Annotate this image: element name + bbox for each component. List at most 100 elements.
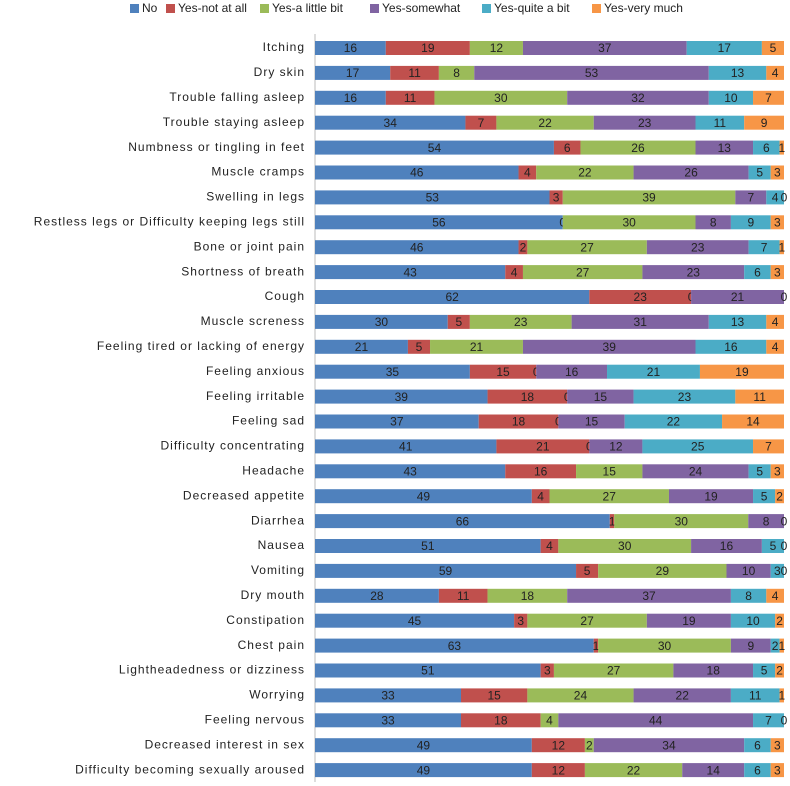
value-label: 4 [772, 589, 779, 603]
bar-segment [315, 389, 488, 404]
bar-segment [744, 265, 771, 280]
value-label: 45 [408, 614, 422, 628]
bar-segment [461, 688, 528, 703]
bar-segment [522, 41, 687, 55]
value-label: 33 [381, 713, 395, 727]
bar-segment [624, 414, 723, 429]
value-label: 23 [638, 116, 652, 130]
bar-segment [708, 314, 767, 329]
bar-segment [642, 265, 745, 280]
bar-segment [614, 514, 749, 529]
value-label: 37 [390, 415, 404, 429]
bar-segment [730, 588, 767, 603]
bar-segment [536, 165, 634, 180]
value-label: 27 [580, 240, 594, 254]
bar-segment [695, 215, 731, 230]
value-label: 3 [553, 191, 560, 205]
bar-segment [514, 613, 528, 628]
bar-segment [315, 314, 448, 329]
category-label: Constipation [226, 613, 305, 627]
bar-segment [779, 240, 784, 255]
value-label: 19 [704, 489, 718, 503]
bar-segment [553, 140, 581, 155]
value-label: 3 [774, 763, 781, 777]
bar-segment [576, 563, 599, 578]
category-label: Headache [242, 463, 305, 477]
bar-segment [474, 65, 709, 80]
value-label: 16 [724, 340, 738, 354]
bar-segment [522, 265, 643, 280]
bar-segment [522, 339, 696, 354]
value-label: 51 [421, 664, 435, 678]
bar-segment [775, 613, 784, 628]
value-label: 1 [609, 514, 616, 528]
bar-segment [633, 389, 736, 404]
bar-segment [562, 215, 696, 230]
legend-label: Yes-a little bit [272, 1, 344, 15]
value-label: 6 [763, 141, 770, 155]
value-label: 8 [710, 215, 717, 229]
value-label: 11 [753, 390, 766, 404]
value-label: 24 [689, 464, 703, 478]
bar-segment [775, 489, 784, 504]
value-label: 30 [622, 215, 636, 229]
bar-segment [748, 165, 771, 180]
value-label: 18 [707, 664, 721, 678]
category-label: Difficulty becoming sexually aroused [75, 762, 305, 776]
value-label: 37 [642, 589, 656, 603]
bar-segment [770, 464, 784, 479]
value-label: 0 [781, 539, 788, 553]
category-label: Feeling anxious [206, 364, 305, 378]
value-label: 16 [344, 91, 358, 105]
category-label: Bone or joint pain [194, 239, 305, 253]
value-label: 7 [761, 240, 768, 254]
value-label: 30 [375, 315, 389, 329]
value-label: 17 [718, 41, 732, 55]
value-label: 49 [417, 738, 431, 752]
bar-segment [315, 613, 515, 628]
bar-segment [496, 115, 594, 130]
value-label: 30 [618, 539, 632, 553]
value-label: 35 [386, 365, 400, 379]
bar-segment [686, 41, 762, 55]
bar-segment [770, 763, 784, 778]
bar-segment [430, 339, 523, 354]
bar-segment [593, 638, 599, 653]
value-label: 3 [774, 265, 781, 279]
value-label: 29 [656, 564, 670, 578]
value-label: 18 [512, 415, 526, 429]
value-label: 21 [470, 340, 484, 354]
value-label: 5 [416, 340, 423, 354]
bar-segment [315, 663, 541, 678]
value-label: 12 [490, 41, 504, 55]
value-label: 7 [765, 91, 772, 105]
legend-swatch [166, 4, 175, 13]
value-label: 27 [607, 664, 621, 678]
value-label: 26 [684, 166, 698, 180]
value-label: 51 [421, 539, 435, 553]
category-label: Trouble staying asleep [163, 115, 305, 129]
value-label: 16 [565, 365, 579, 379]
value-label: 0 [781, 514, 788, 528]
category-label: Dry skin [254, 65, 305, 79]
value-label: 1 [778, 141, 785, 155]
bar-segment [465, 115, 497, 130]
bar-segment [633, 688, 731, 703]
bar-segment [315, 763, 532, 778]
bar-segment [518, 165, 537, 180]
bar-segment [753, 140, 780, 155]
bar-segment [753, 713, 784, 728]
value-label: 3 [774, 738, 781, 752]
value-label: 66 [456, 514, 470, 528]
category-label: Feeling nervous [205, 712, 305, 726]
value-label: 27 [576, 265, 590, 279]
bar-segment [722, 414, 784, 429]
value-label: 49 [417, 763, 431, 777]
value-label: 43 [403, 265, 417, 279]
bar-segment [761, 41, 784, 55]
value-label: 6 [754, 738, 761, 752]
bar-segment [558, 414, 625, 429]
value-label: 46 [410, 166, 424, 180]
bar-segment [315, 638, 594, 653]
bar-segment [549, 489, 669, 504]
